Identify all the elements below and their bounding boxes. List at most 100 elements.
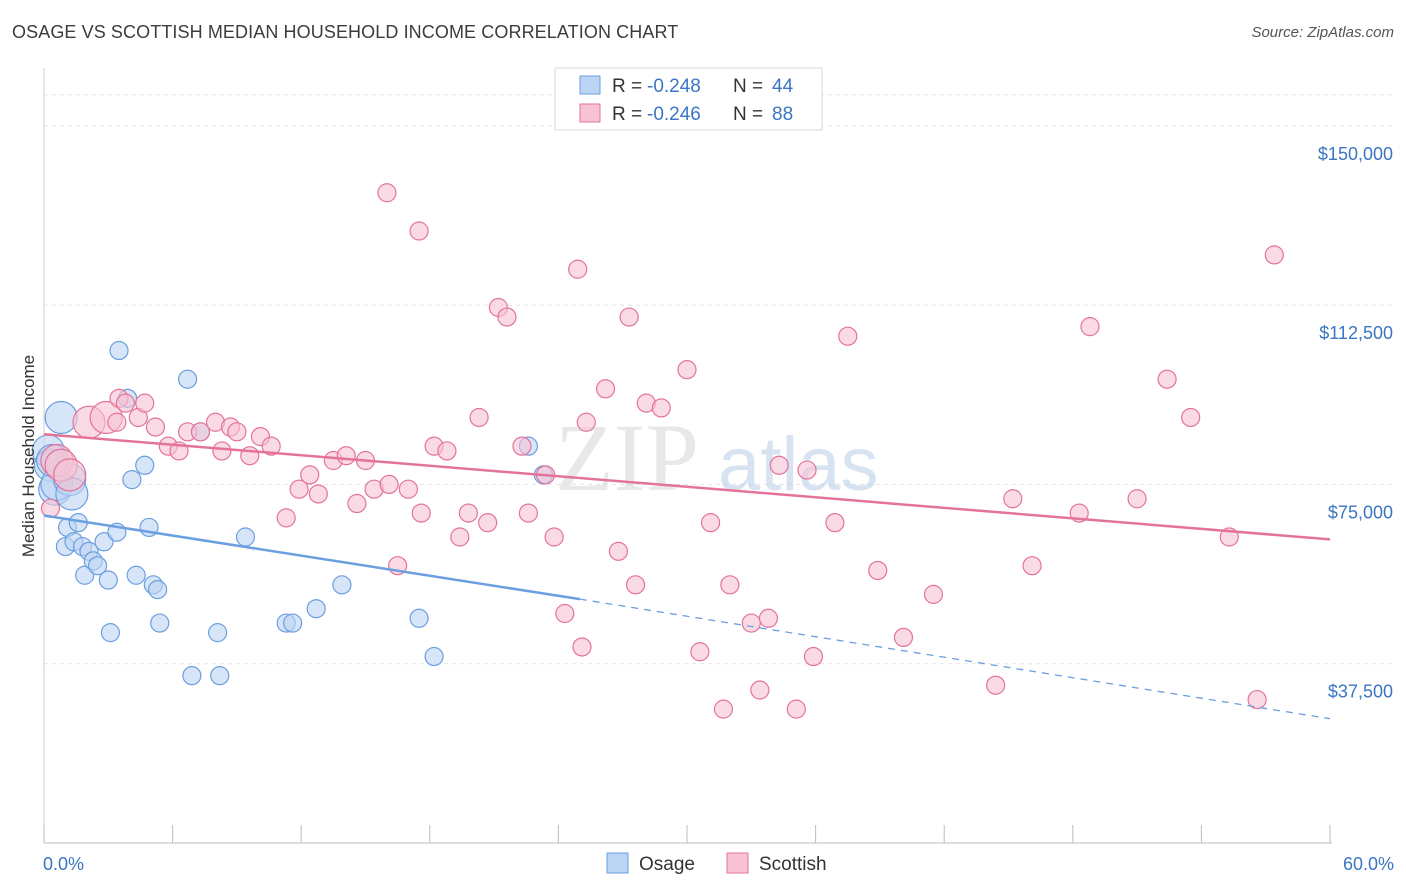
stats-n-value-scottish: 88 [772,104,793,125]
point-scottish-40 [469,407,489,428]
point-scottish-0 [40,498,61,518]
stats-r-value-osage: -0.248 [647,76,701,97]
y-axis-title: Median Household Income [19,355,38,557]
point-scottish-23 [276,508,296,528]
point-osage-22 [122,470,142,490]
point-scottish-64 [750,680,770,700]
point-scottish-52 [595,379,616,399]
point-scottish-79 [1080,317,1100,337]
point-scottish-25 [300,465,320,485]
stats-n-label-osage: N = [733,76,763,97]
stats-legend: R = -0.248 N = 44 R = -0.246 N = 88 [554,67,823,131]
point-scottish-68 [797,460,817,480]
data-points [31,183,1284,719]
point-scottish-47 [544,527,564,547]
x-tick-label-min: 0.0% [43,854,84,874]
point-scottish-74 [923,584,944,604]
point-scottish-87 [409,221,429,241]
point-osage-39 [409,608,429,628]
point-scottish-41 [478,513,498,533]
y-tick-labels: $37,500 $75,000 $112,500 $150,000 [1318,144,1393,702]
stats-n-value-osage: 44 [772,76,794,97]
point-scottish-38 [450,527,470,547]
point-osage-4 [44,400,78,435]
point-scottish-71 [838,326,858,346]
point-scottish-72 [868,560,888,581]
trend-line-osage [43,514,581,601]
point-osage-17 [98,570,118,590]
stats-r-value-scottish: -0.246 [647,104,701,125]
point-scottish-55 [625,575,646,595]
point-scottish-48 [555,603,575,624]
point-scottish-11 [145,417,166,437]
point-osage-23 [126,565,146,585]
gridlines [44,94,1394,665]
point-scottish-80 [1127,489,1147,509]
point-scottish-58 [677,360,697,380]
x-tick-label-max: 60.0% [1343,854,1394,874]
y-tick-label-3: $150,000 [1318,144,1393,164]
point-scottish-50 [572,637,592,657]
point-scottish-60 [700,513,721,533]
stats-n-label-scottish: N = [733,104,763,125]
point-scottish-66 [769,455,789,475]
source-label: Source: ZipAtlas.com [1251,24,1394,41]
point-scottish-63 [741,613,761,633]
stats-r-label-scottish: R = [612,104,642,125]
point-osage-28 [150,613,170,633]
point-osage-29 [178,369,198,389]
bottom-legend-label-osage: Osage [639,854,695,875]
point-scottish-73 [893,627,914,648]
point-scottish-69 [803,646,824,667]
point-scottish-24 [289,479,309,499]
watermark-atlas: atlas [718,422,879,507]
y-tick-label-1: $75,000 [1328,502,1393,522]
point-scottish-32 [379,474,399,495]
point-scottish-44 [512,436,532,456]
point-scottish-51 [576,412,596,432]
point-scottish-22 [261,436,281,456]
point-scottish-62 [720,575,740,595]
point-osage-20 [109,340,129,361]
point-scottish-86 [377,183,397,203]
point-scottish-45 [518,503,538,523]
trend-line-scottish [43,432,1331,541]
point-scottish-35 [411,503,431,523]
point-osage-12 [75,565,95,585]
point-scottish-39 [458,503,478,523]
axes [43,68,1332,844]
point-osage-24 [135,455,155,475]
series-legend: Osage Scottish [606,852,827,875]
legend-swatch-scottish [579,103,601,123]
point-osage-18 [100,623,121,643]
point-scottish-28 [336,446,356,466]
point-osage-33 [210,666,230,686]
point-osage-15 [87,556,108,576]
point-scottish-67 [786,699,806,719]
point-osage-32 [208,623,228,643]
point-scottish-49 [568,259,588,279]
point-scottish-17 [212,441,232,461]
bottom-legend-label-scottish: Scottish [759,854,827,875]
point-scottish-10 [135,393,155,413]
point-osage-16 [94,532,114,552]
point-scottish-65 [758,608,779,628]
point-scottish-34 [398,479,418,499]
bottom-legend-swatch-osage [606,852,629,874]
point-scottish-61 [713,699,734,719]
stats-r-label-osage: R = [612,76,642,97]
point-osage-37 [306,599,326,619]
point-osage-27 [147,579,168,600]
trend-lines [43,432,1331,720]
point-scottish-43 [497,307,517,327]
point-scottish-37 [437,441,457,461]
point-scottish-8 [115,393,136,413]
y-tick-label-0: $37,500 [1328,682,1393,702]
point-scottish-70 [825,513,845,533]
watermark-zip: ZIP [555,404,699,511]
bottom-legend-swatch-scottish [726,852,749,874]
point-scottish-81 [1157,369,1177,389]
y-tick-label-2: $112,500 [1319,323,1393,343]
point-osage-34 [235,527,256,547]
